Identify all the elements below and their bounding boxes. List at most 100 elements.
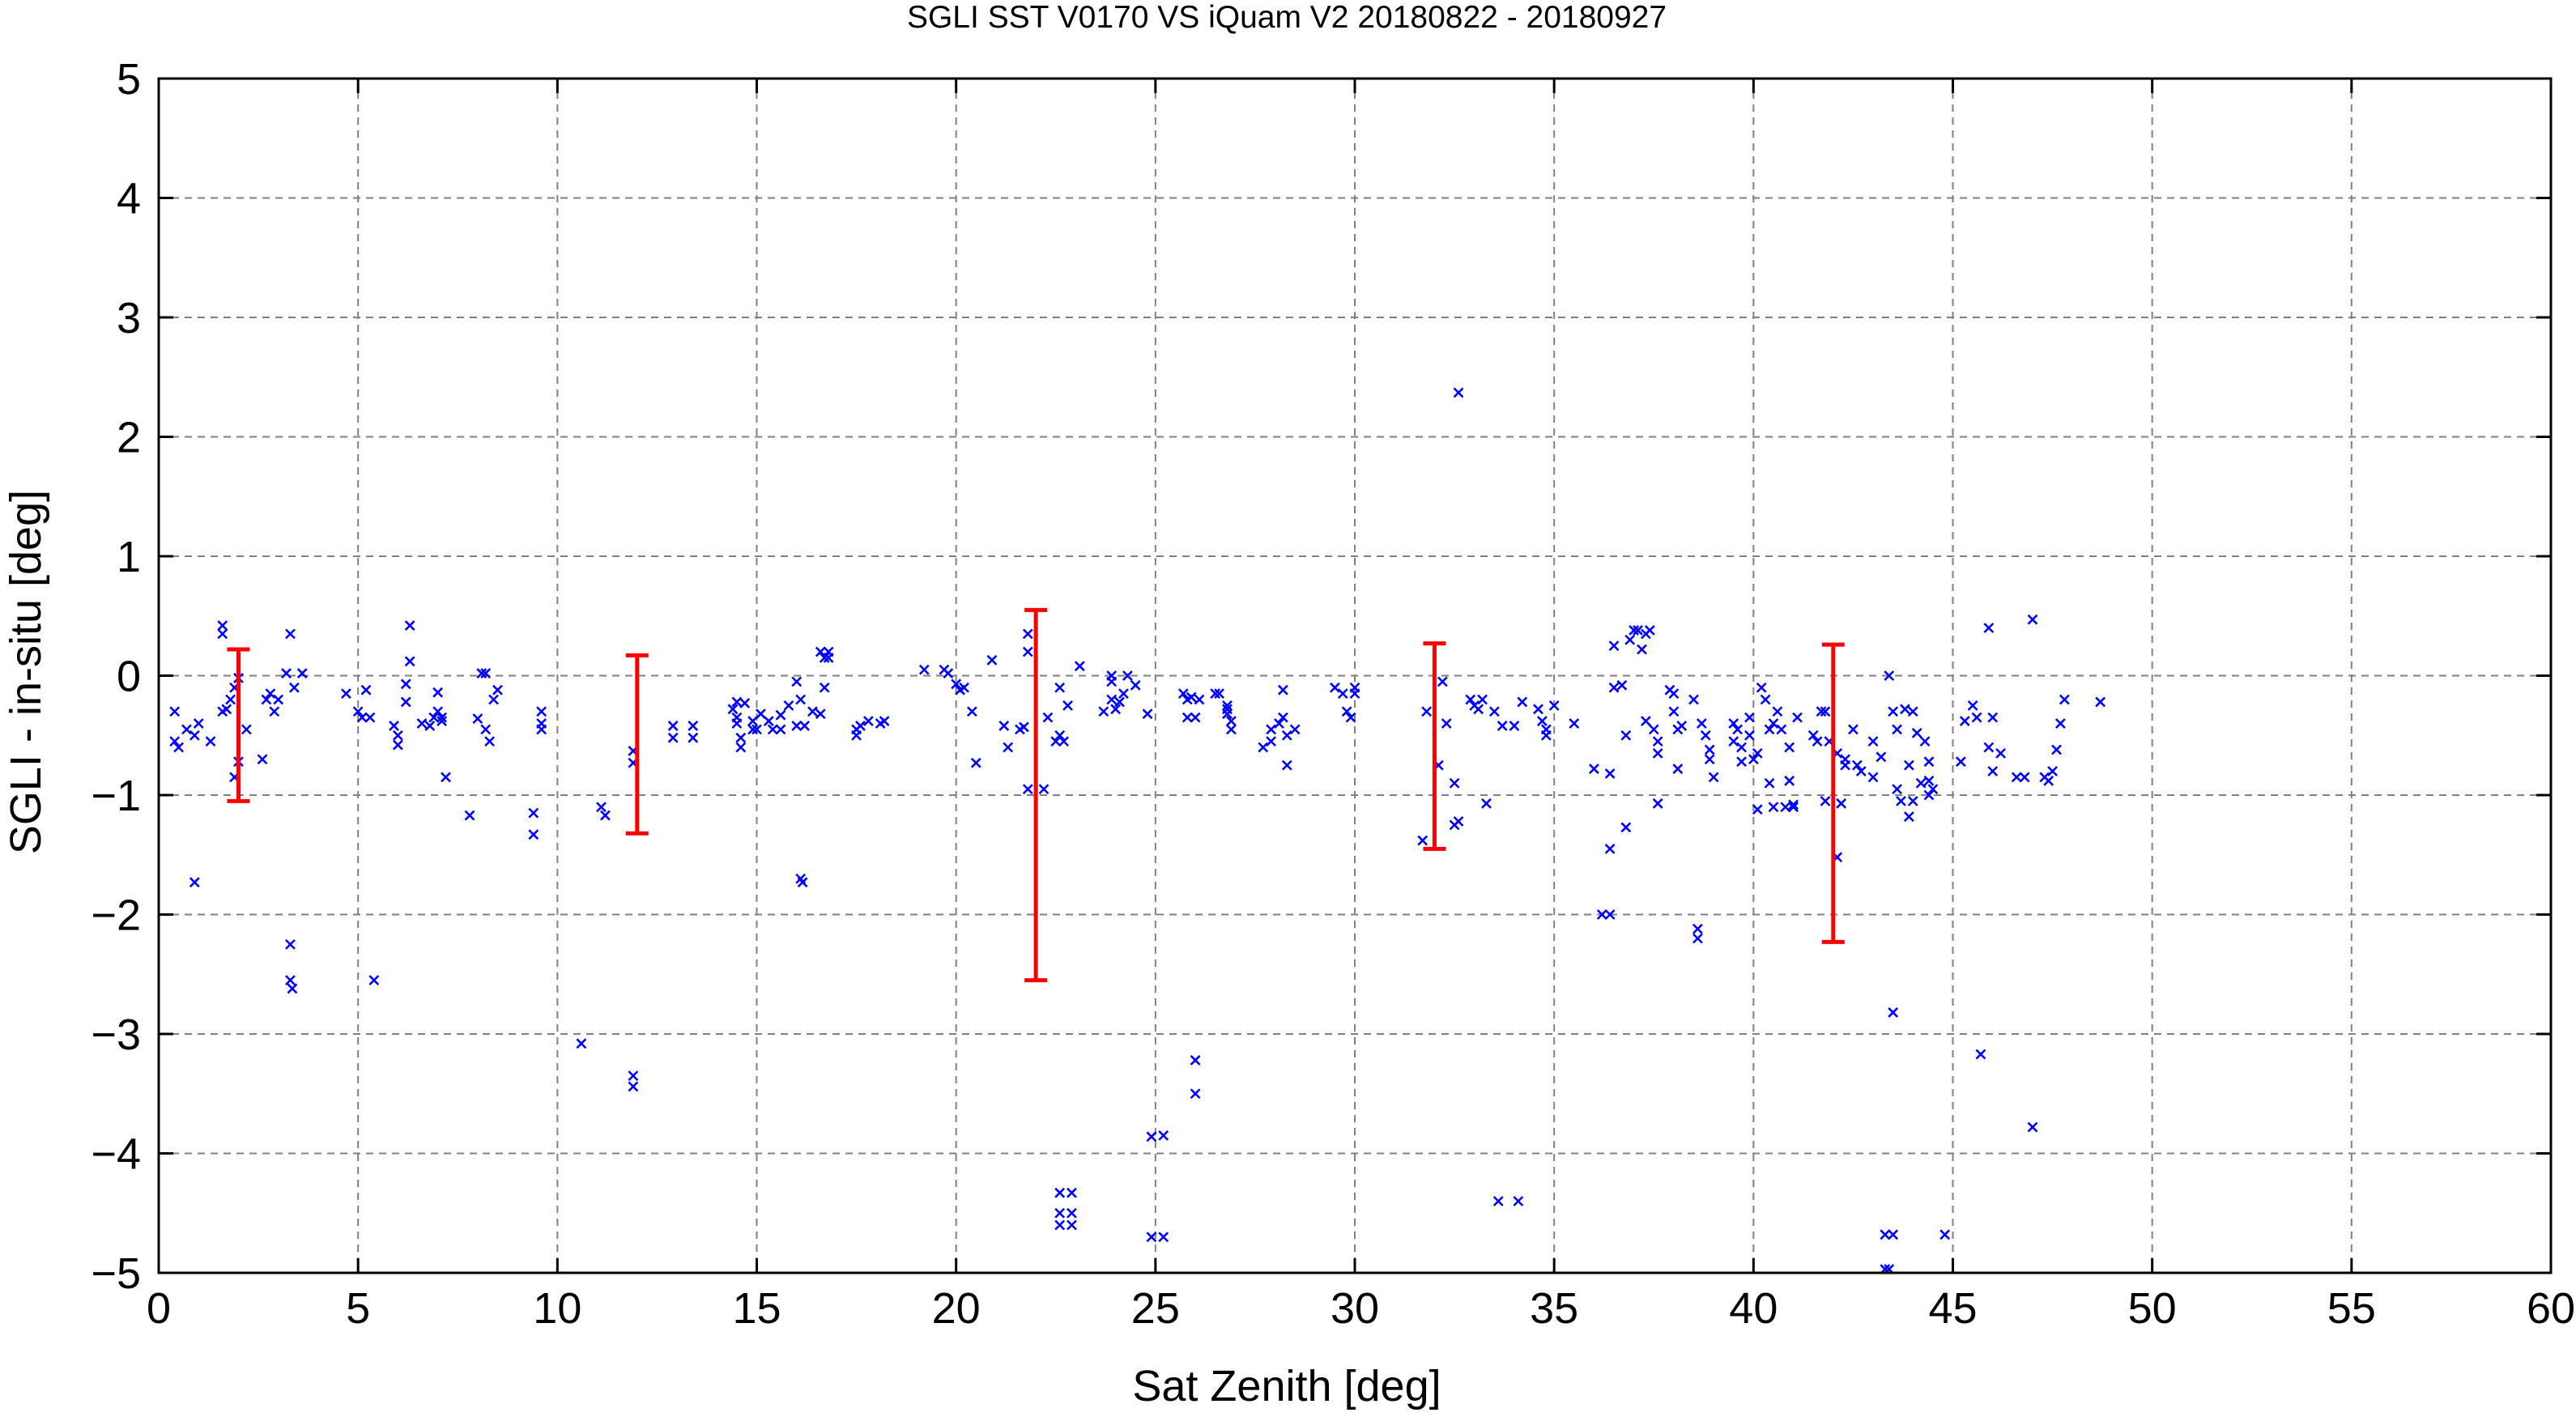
data-point	[1533, 704, 1543, 715]
data-point	[1146, 1131, 1157, 1142]
data-point	[173, 742, 185, 753]
data-point	[476, 668, 488, 679]
data-point	[287, 983, 298, 994]
data-point	[1792, 712, 1803, 723]
data-point	[1054, 682, 1066, 693]
data-point	[1987, 712, 1999, 723]
data-point	[1975, 1049, 1986, 1060]
data-point	[360, 684, 372, 696]
x-axis-label: Sat Zenith [deg]	[1132, 1362, 1441, 1410]
data-point	[1569, 718, 1580, 729]
data-point	[1277, 684, 1288, 696]
data-point	[1158, 1130, 1169, 1141]
data-point	[1481, 798, 1492, 809]
data-point	[815, 646, 826, 657]
data-point	[1700, 730, 1711, 741]
data-point	[1668, 688, 1680, 700]
data-point	[400, 696, 411, 708]
axis-ticks	[157, 77, 2553, 1274]
data-point	[819, 682, 830, 693]
data-point	[1907, 795, 1918, 806]
data-point	[1074, 661, 1085, 672]
data-point	[364, 712, 376, 723]
data-point	[1672, 764, 1684, 774]
data-point	[807, 706, 818, 717]
x-tick-label: 25	[1131, 1284, 1180, 1333]
data-point	[1919, 736, 1931, 747]
data-point	[1142, 708, 1153, 720]
data-point	[1764, 724, 1775, 735]
x-tick-label: 35	[1530, 1284, 1578, 1333]
data-point	[1903, 811, 1914, 822]
data-point	[767, 724, 778, 735]
data-point	[1517, 696, 1528, 708]
data-point	[1880, 1229, 1891, 1240]
data-point	[1054, 1219, 1066, 1231]
data-point	[986, 654, 998, 666]
data-point	[943, 668, 954, 679]
data-point	[1955, 756, 1966, 768]
x-tick-label: 15	[732, 1284, 781, 1333]
data-point	[1106, 694, 1118, 705]
data-point	[1214, 688, 1225, 700]
y-tick-label: 3	[117, 294, 141, 342]
data-point	[1788, 802, 1799, 813]
data-point	[432, 687, 444, 698]
data-point	[1492, 1196, 1504, 1206]
data-point	[2043, 775, 2054, 786]
data-point	[536, 706, 547, 717]
data-point	[628, 1081, 639, 1092]
data-point	[1784, 775, 1795, 786]
data-point	[2011, 772, 2022, 783]
data-point	[628, 1070, 639, 1082]
data-point	[261, 694, 272, 705]
data-point	[688, 721, 699, 731]
x-tick-label: 60	[2527, 1284, 2575, 1333]
data-point	[1222, 708, 1233, 720]
data-point	[1728, 736, 1739, 747]
data-point	[1732, 724, 1744, 735]
data-point	[1281, 759, 1292, 771]
data-point	[392, 739, 403, 751]
data-point	[281, 668, 292, 679]
data-point	[1629, 625, 1640, 636]
data-point	[389, 721, 399, 731]
data-point	[970, 757, 981, 768]
data-point	[1652, 736, 1663, 747]
data-point	[1417, 835, 1429, 846]
data-point	[1421, 706, 1433, 717]
y-tick-label: −2	[91, 891, 141, 940]
data-point	[1018, 721, 1029, 733]
data-point	[2019, 772, 2030, 783]
data-point	[1186, 691, 1197, 703]
data-point	[1644, 625, 1655, 636]
data-point	[1812, 736, 1823, 747]
data-point	[1736, 756, 1747, 768]
data-point	[424, 721, 436, 731]
data-point	[1588, 764, 1599, 774]
data-point	[1177, 688, 1189, 700]
data-point	[1752, 804, 1763, 815]
data-point	[747, 724, 758, 735]
data-point	[1888, 706, 1899, 717]
data-point	[1704, 744, 1715, 755]
data-point	[1449, 777, 1460, 789]
data-point	[1971, 712, 1982, 723]
data-point	[1764, 777, 1775, 789]
data-point	[2059, 694, 2070, 705]
data-point	[688, 732, 699, 743]
x-tick-label: 50	[2128, 1284, 2177, 1333]
data-point	[1959, 716, 1970, 726]
data-point	[1816, 706, 1827, 717]
data-point	[1441, 718, 1452, 729]
data-point	[966, 706, 977, 717]
data-point	[1098, 706, 1109, 717]
data-point	[1820, 795, 1831, 806]
data-point	[1983, 742, 1995, 753]
data-point	[2027, 1121, 2038, 1133]
data-point	[1067, 1207, 1077, 1219]
data-point	[1022, 646, 1033, 657]
data-point	[1692, 923, 1703, 934]
data-point	[1652, 747, 1663, 759]
data-point	[1692, 933, 1703, 944]
